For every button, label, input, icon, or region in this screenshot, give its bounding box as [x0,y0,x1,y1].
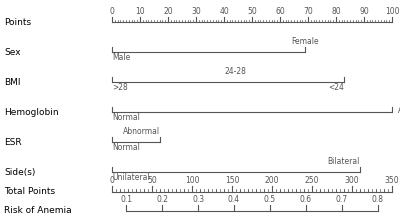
Text: Female: Female [291,37,319,46]
Text: 0.7: 0.7 [336,195,348,204]
Text: 150: 150 [225,176,239,185]
Text: 0.5: 0.5 [264,195,276,204]
Text: 50: 50 [147,176,157,185]
Text: Side(s): Side(s) [4,168,35,177]
Text: 0.3: 0.3 [192,195,204,204]
Text: >28: >28 [112,83,128,92]
Text: <24: <24 [328,83,344,92]
Text: Risk of Anemia: Risk of Anemia [4,206,72,214]
Text: ESR: ESR [4,138,22,147]
Text: Sex: Sex [4,48,21,57]
Text: 100: 100 [385,7,399,16]
Text: 0: 0 [110,176,114,185]
Text: 0.6: 0.6 [300,195,312,204]
Text: 70: 70 [303,7,313,16]
Text: 40: 40 [219,7,229,16]
Text: 100: 100 [185,176,199,185]
Text: 350: 350 [385,176,399,185]
Text: 80: 80 [331,7,341,16]
Text: 300: 300 [345,176,359,185]
Text: Male: Male [112,54,130,62]
Text: Hemoglobin: Hemoglobin [4,108,59,117]
Text: 0.8: 0.8 [372,195,384,204]
Text: 50: 50 [247,7,257,16]
Text: 60: 60 [275,7,285,16]
Text: Normal: Normal [112,143,140,152]
Text: Total Points: Total Points [4,187,55,196]
Text: Unilateral: Unilateral [112,173,150,182]
Text: 0.2: 0.2 [156,195,168,204]
Text: BMI: BMI [4,78,20,87]
Text: 0.1: 0.1 [120,195,132,204]
Text: 24-28: 24-28 [224,67,246,76]
Text: Points: Points [4,18,31,27]
Text: 90: 90 [359,7,369,16]
Text: 0.4: 0.4 [228,195,240,204]
Text: 10: 10 [135,7,145,16]
Text: Normal: Normal [112,113,140,122]
Text: 250: 250 [305,176,319,185]
Text: Abnormal: Abnormal [398,106,400,115]
Text: 20: 20 [163,7,173,16]
Text: 200: 200 [265,176,279,185]
Text: Abnormal: Abnormal [122,127,160,136]
Text: 0: 0 [110,7,114,16]
Text: Bilateral: Bilateral [328,157,360,166]
Text: 30: 30 [191,7,201,16]
